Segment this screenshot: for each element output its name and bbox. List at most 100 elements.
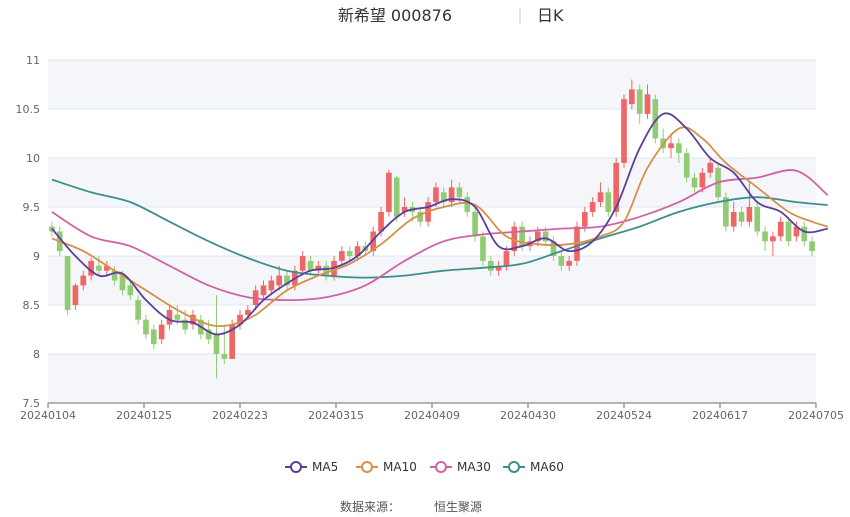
- candle[interactable]: [417, 211, 424, 222]
- candle[interactable]: [174, 314, 181, 320]
- candle[interactable]: [487, 260, 494, 271]
- legend-label: MA5: [312, 460, 338, 474]
- candle[interactable]: [339, 251, 345, 261]
- candle[interactable]: [448, 187, 455, 203]
- candle[interactable]: [72, 285, 79, 305]
- candle[interactable]: [299, 256, 306, 271]
- candle[interactable]: [621, 99, 627, 163]
- candle[interactable]: [801, 226, 808, 242]
- candle[interactable]: [676, 143, 682, 154]
- candle[interactable]: [307, 260, 314, 271]
- candle[interactable]: [229, 324, 235, 359]
- candle[interactable]: [793, 226, 800, 237]
- candle[interactable]: [119, 275, 126, 291]
- candle[interactable]: [636, 89, 643, 114]
- candle[interactable]: [581, 211, 588, 227]
- candle[interactable]: [668, 143, 674, 149]
- candle[interactable]: [730, 211, 737, 227]
- candle[interactable]: [323, 265, 330, 276]
- candle[interactable]: [613, 162, 619, 212]
- candle[interactable]: [354, 246, 361, 256]
- candle[interactable]: [754, 207, 761, 232]
- candle[interactable]: [746, 207, 753, 222]
- candle[interactable]: [260, 285, 267, 296]
- candle[interactable]: [284, 275, 290, 286]
- candle[interactable]: [699, 172, 706, 188]
- candle[interactable]: [495, 265, 502, 271]
- candle[interactable]: [370, 231, 377, 252]
- x-tick-label: 20240430: [500, 409, 556, 422]
- candle[interactable]: [205, 329, 212, 340]
- legend-item-ma30[interactable]: MA30: [430, 460, 491, 474]
- candle[interactable]: [503, 251, 510, 266]
- candle[interactable]: [597, 192, 604, 203]
- candle[interactable]: [723, 197, 729, 227]
- candle[interactable]: [652, 99, 659, 139]
- candle[interactable]: [111, 270, 118, 281]
- candle[interactable]: [64, 256, 71, 310]
- y-tick-label: 7.5: [23, 397, 41, 410]
- candle[interactable]: [589, 202, 596, 212]
- candle[interactable]: [472, 211, 478, 237]
- candle[interactable]: [683, 153, 690, 178]
- candle[interactable]: [511, 226, 518, 252]
- candle[interactable]: [150, 329, 157, 345]
- x-tick-label: 20240125: [116, 409, 172, 422]
- candle[interactable]: [480, 236, 486, 261]
- candle[interactable]: [276, 275, 283, 286]
- legend-item-ma10[interactable]: MA10: [356, 460, 417, 474]
- legend-marker-icon: [435, 461, 447, 473]
- candle[interactable]: [96, 265, 102, 271]
- candle[interactable]: [103, 265, 110, 271]
- candle[interactable]: [440, 192, 447, 203]
- y-tick-label: 8.5: [23, 299, 41, 312]
- candle[interactable]: [433, 187, 439, 203]
- legend: MA5 MA10 MA30 MA60: [285, 460, 564, 474]
- candle[interactable]: [707, 162, 714, 173]
- candle[interactable]: [268, 280, 275, 291]
- candle[interactable]: [127, 285, 134, 296]
- candle[interactable]: [346, 251, 353, 256]
- line-ma60: [51, 178, 828, 279]
- candle[interactable]: [464, 197, 471, 212]
- candle[interactable]: [237, 314, 243, 325]
- candle[interactable]: [558, 256, 565, 266]
- candle[interactable]: [190, 314, 196, 325]
- chart-period[interactable]: 日K: [537, 6, 564, 25]
- candle[interactable]: [809, 241, 815, 252]
- candle[interactable]: [315, 265, 322, 271]
- candle[interactable]: [785, 221, 792, 242]
- candle[interactable]: [158, 324, 165, 340]
- candle[interactable]: [605, 192, 612, 212]
- legend-item-ma5[interactable]: MA5: [285, 460, 338, 474]
- candle[interactable]: [629, 89, 635, 105]
- candle[interactable]: [135, 300, 141, 320]
- candle[interactable]: [213, 334, 220, 354]
- candle[interactable]: [691, 177, 698, 188]
- candle[interactable]: [393, 177, 400, 217]
- y-tick-label: 9.5: [23, 201, 41, 214]
- x-tick-label: 20240705: [788, 409, 844, 422]
- candle[interactable]: [550, 241, 557, 256]
- candle[interactable]: [456, 187, 463, 198]
- candle[interactable]: [378, 211, 384, 232]
- candle[interactable]: [644, 94, 651, 114]
- candle[interactable]: [534, 231, 541, 242]
- candle[interactable]: [738, 211, 745, 222]
- legend-item-ma60[interactable]: MA60: [503, 460, 564, 474]
- candle[interactable]: [777, 221, 784, 237]
- candle[interactable]: [542, 231, 549, 242]
- candle[interactable]: [519, 226, 525, 247]
- candle[interactable]: [88, 260, 94, 276]
- candle[interactable]: [401, 207, 408, 212]
- candle[interactable]: [770, 236, 776, 242]
- candle[interactable]: [221, 354, 228, 359]
- candle[interactable]: [386, 172, 392, 212]
- candle[interactable]: [80, 275, 87, 286]
- candle[interactable]: [166, 309, 173, 325]
- candle[interactable]: [566, 260, 572, 266]
- candle[interactable]: [182, 319, 188, 330]
- candle[interactable]: [245, 309, 251, 315]
- candle[interactable]: [762, 231, 768, 242]
- candle[interactable]: [143, 319, 149, 335]
